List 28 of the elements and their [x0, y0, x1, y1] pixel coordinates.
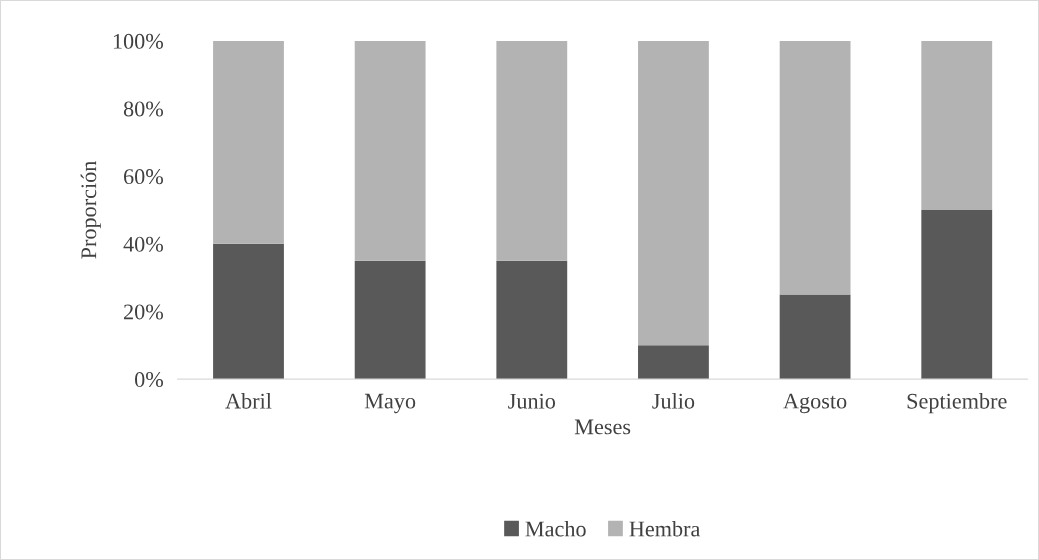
- bar: [213, 243, 284, 380]
- legend-label: Macho: [525, 520, 586, 537]
- x-tick-label: Agosto: [783, 393, 847, 414]
- y-tick-label: 40%: [123, 236, 164, 252]
- bar: [638, 40, 709, 346]
- y-axis-title: Proporción: [80, 160, 101, 259]
- y-tick-label: 80%: [123, 101, 164, 117]
- bar: [354, 260, 426, 380]
- bar: [496, 260, 568, 380]
- bar: [496, 40, 568, 261]
- x-tick-label: Abril: [225, 393, 272, 409]
- bar: [921, 210, 993, 380]
- bar: [921, 40, 993, 210]
- y-tick-label: 0%: [135, 372, 164, 388]
- legend-label: Hembra: [629, 520, 701, 537]
- bar: [638, 345, 709, 380]
- bar: [779, 294, 851, 380]
- bar: [213, 40, 284, 244]
- bar: [354, 40, 426, 261]
- x-tick-label: Junio: [508, 393, 556, 409]
- x-axis-title: Meses: [574, 419, 631, 435]
- y-tick-label: 100%: [113, 33, 164, 49]
- x-tick-label: Julio: [652, 393, 695, 409]
- y-tick-label: 20%: [124, 304, 164, 320]
- x-tick-label: Mayo: [364, 393, 416, 414]
- x-tick-label: Septiembre: [907, 393, 1007, 414]
- bar: [779, 40, 851, 295]
- y-tick-label: 60%: [124, 169, 164, 185]
